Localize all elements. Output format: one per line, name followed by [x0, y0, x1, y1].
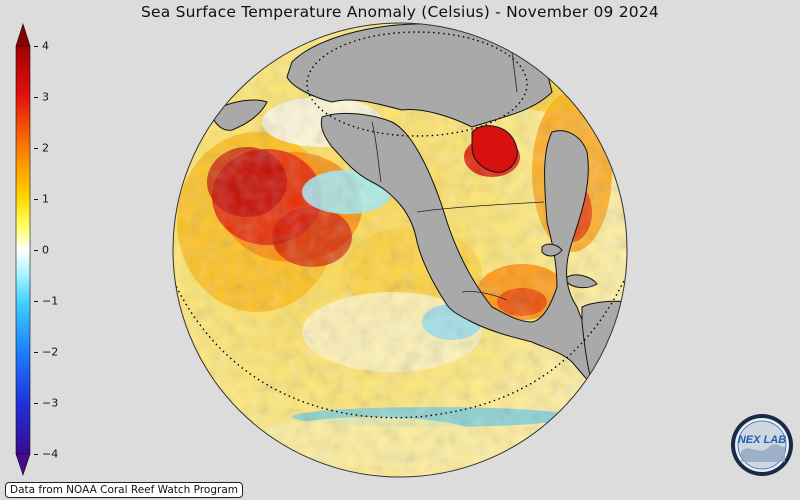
graticule-lines — [173, 31, 627, 419]
colorbar-graphic — [15, 23, 31, 476]
logo-text: NEX LAB — [738, 434, 786, 446]
colorbar-tick-label: −2 — [42, 345, 59, 359]
colorbar-tick-mark — [34, 403, 38, 404]
colorbar-tick-label: −1 — [42, 294, 59, 308]
colorbar-tick-mark — [34, 250, 38, 251]
colorbar-tick-label: −3 — [42, 396, 59, 410]
colorbar-tick-mark — [34, 352, 38, 353]
colorbar-tick-label: 3 — [42, 90, 49, 104]
colorbar-tick-mark — [34, 97, 38, 98]
colorbar: 4 3 2 1 0 −1 −2 −3 −4 — [12, 22, 72, 477]
borders — [371, 51, 545, 301]
colorbar-tick-mark — [34, 199, 38, 200]
colorbar-tick-label: 4 — [42, 39, 49, 53]
colorbar-tick-label: −4 — [42, 447, 59, 461]
colorbar-tick-label: 2 — [42, 141, 49, 155]
colorbar-tick-mark — [34, 454, 38, 455]
colorbar-tick-label: 0 — [42, 243, 49, 257]
map-title: Sea Surface Temperature Anomaly (Celsius… — [141, 3, 659, 21]
data-source-label: Data from NOAA Coral Reef Watch Program — [5, 482, 243, 498]
colorbar-tick-mark — [34, 148, 38, 149]
colorbar-tick-mark — [34, 301, 38, 302]
globe-map — [172, 22, 628, 478]
colorbar-tick-label: 1 — [42, 192, 49, 206]
colorbar-tick-mark — [34, 46, 38, 47]
nexlab-logo: NEX LAB — [731, 414, 793, 476]
